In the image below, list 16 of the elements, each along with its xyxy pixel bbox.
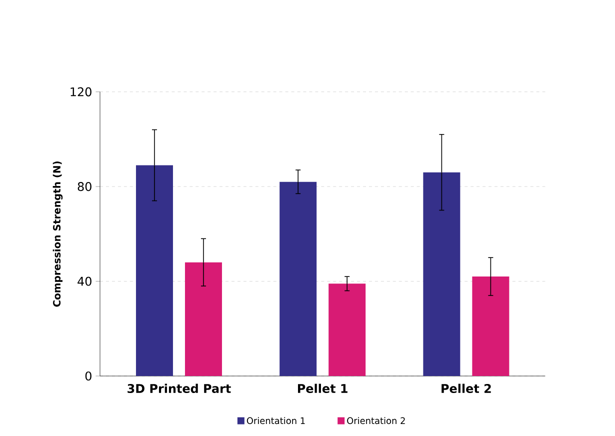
bar (328, 284, 366, 376)
x-tick-label: Pellet 1 (298, 384, 348, 394)
y-axis-title: Compression Strength (N) (52, 161, 63, 307)
x-tick-label: Pellet 2 (442, 384, 491, 394)
legend-label: Orientation 1 (246, 417, 305, 424)
bar (184, 262, 222, 376)
legend-label: Orientation 2 (347, 417, 405, 424)
bar (423, 172, 460, 376)
bar (280, 182, 317, 376)
y-tick-label: 0 (85, 371, 92, 381)
y-tick-label: 120 (70, 87, 92, 96)
x-tick-label: 3D Printed Part (128, 384, 231, 394)
y-tick-label: 40 (78, 276, 92, 286)
bar (136, 165, 173, 376)
y-tick-label: 80 (78, 182, 92, 192)
bar (472, 276, 510, 376)
